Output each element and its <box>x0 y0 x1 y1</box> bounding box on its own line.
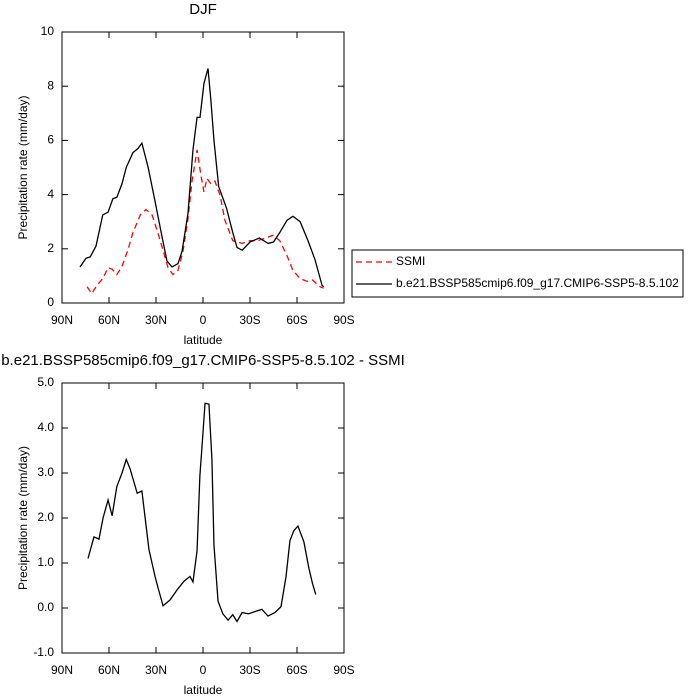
y-tick-label: 4 <box>47 187 54 201</box>
x-tick-label: 60N <box>98 313 120 327</box>
x-tick-label: 90N <box>51 663 73 677</box>
y-tick-label: 2.0 <box>37 510 54 524</box>
x-tick-label: 0 <box>200 663 207 677</box>
y-tick-label: 0.0 <box>37 600 54 614</box>
y-tick-label: 5.0 <box>37 375 54 389</box>
data-line <box>79 68 325 288</box>
x-tick-label: 90N <box>51 313 73 327</box>
plot-frame <box>61 31 345 304</box>
legend-box <box>351 249 684 298</box>
legend-label: SSMI <box>396 254 425 268</box>
y-tick-label: 1.0 <box>37 555 54 569</box>
x-tick-label: 60S <box>286 313 307 327</box>
y-tick-label: 10 <box>41 24 55 38</box>
x-tick-label: 30S <box>239 663 260 677</box>
x-tick-label: 60S <box>286 663 307 677</box>
legend-label: b.e21.BSSP585cmip6.f09_g17.CMIP6-SSP5-8.… <box>396 276 679 290</box>
x-tick-label: 60N <box>98 663 120 677</box>
x-tick-label: 30N <box>145 313 167 327</box>
x-axis-label: latitude <box>184 683 223 697</box>
x-tick-label: 30N <box>145 663 167 677</box>
y-axis-label: Precipitation rate (mm/day) <box>16 446 30 590</box>
y-tick-label: -1.0 <box>33 645 54 659</box>
x-axis-label: latitude <box>184 333 223 347</box>
y-tick-label: 6 <box>47 133 54 147</box>
y-tick-label: 2 <box>47 241 54 255</box>
x-tick-label: 90S <box>333 313 354 327</box>
data-line <box>86 149 324 295</box>
y-axis-label: Precipitation rate (mm/day) <box>16 95 30 239</box>
y-tick-label: 0 <box>47 295 54 309</box>
chart-title: b.e21.BSSP585cmip6.f09_g17.CMIP6-SSP5-8.… <box>1 352 405 369</box>
y-tick-label: 8 <box>47 78 54 92</box>
x-tick-label: 0 <box>200 313 207 327</box>
data-line <box>87 402 317 623</box>
x-tick-label: 90S <box>333 663 354 677</box>
x-tick-label: 30S <box>239 313 260 327</box>
y-tick-label: 3.0 <box>37 465 54 479</box>
y-tick-label: 4.0 <box>37 420 54 434</box>
chart-title: DJF <box>189 1 217 18</box>
plot-frame <box>61 382 345 654</box>
